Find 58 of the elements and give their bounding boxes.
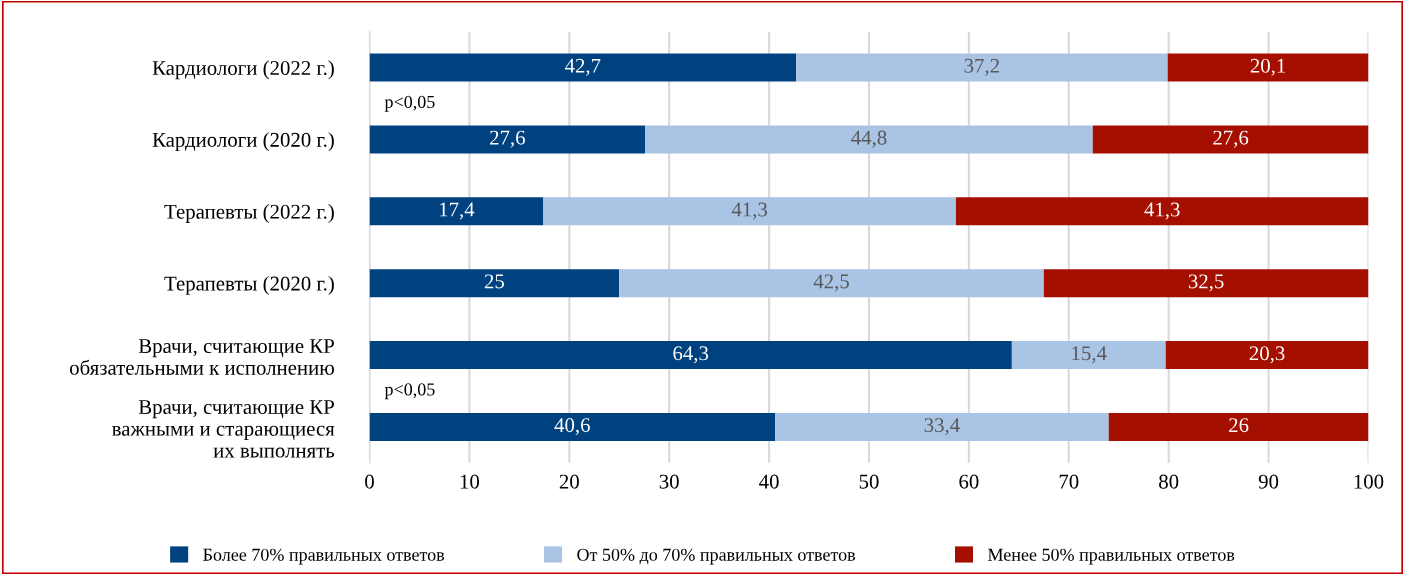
data-label: 41,3 — [1144, 202, 1180, 220]
bar — [1092, 125, 1369, 154]
annotation: p<0,05 — [384, 95, 435, 112]
bar — [1167, 53, 1369, 82]
data-label: 25 — [484, 274, 504, 289]
bar — [369, 197, 544, 226]
legend-label: Более 70% правильных ответов — [203, 548, 445, 565]
data-label: 17,4 — [440, 202, 475, 220]
data-label: 44,8 — [851, 130, 887, 148]
data-label: 26 — [1229, 418, 1249, 433]
x-tick-label: 80 — [1159, 474, 1179, 489]
bar — [955, 197, 1369, 226]
bar — [775, 412, 1109, 441]
bar — [645, 125, 1093, 154]
data-label: 27,6 — [490, 130, 525, 148]
bar — [369, 341, 1012, 370]
data-label: 32,5 — [1188, 274, 1224, 292]
x-tick-label: 70 — [1059, 474, 1079, 489]
bar — [369, 269, 620, 298]
x-tick-label: 50 — [859, 474, 879, 489]
x-tick-label: 60 — [959, 474, 979, 489]
bar — [1011, 341, 1166, 370]
bar — [1165, 341, 1369, 370]
x-tick-label: 20 — [559, 474, 579, 489]
bar — [619, 269, 1044, 298]
bar — [369, 53, 797, 82]
y-tick-label: Терапевты (2022 г.) — [164, 204, 334, 223]
y-tick-label: Кардиологи (2020 г.) — [152, 132, 334, 152]
x-tick-label: 40 — [759, 474, 779, 489]
data-label: 37,2 — [964, 58, 999, 76]
data-label: 20,1 — [1250, 58, 1286, 76]
data-label: 42,5 — [813, 274, 849, 292]
data-label: 33,4 — [924, 418, 960, 436]
bar — [1043, 269, 1369, 298]
x-tick-label: 30 — [659, 474, 679, 489]
x-tick-label: 100 — [1354, 474, 1384, 489]
data-label: 40,6 — [554, 418, 590, 436]
x-tick-label: 10 — [460, 474, 480, 489]
data-label: 42,7 — [564, 58, 601, 76]
y-tick-label: Врачи, считающие КР важными и старающиеся их выполнять — [112, 400, 335, 458]
bar — [369, 412, 776, 441]
legend-label: Менее 50% правильных ответов — [987, 548, 1235, 565]
legend-label: От 50% до 70% правильных ответов — [577, 548, 856, 565]
bar — [1108, 412, 1369, 441]
bar — [796, 53, 1168, 82]
annotation: p<0,05 — [384, 383, 435, 400]
bar — [543, 197, 956, 226]
x-tick-label: 90 — [1258, 474, 1279, 489]
data-label: 64,3 — [673, 346, 709, 364]
x-tick-label: 0 — [365, 474, 374, 489]
bar — [369, 125, 646, 154]
y-tick-label: Терапевты (2020 г.) — [164, 275, 334, 295]
y-tick-label: Кардиологи (2022 г.) — [152, 60, 334, 80]
data-label: 15,4 — [1072, 346, 1107, 364]
data-label: 41,3 — [731, 202, 768, 220]
y-tick-label: Врачи, считающие КР обязательными к исполнению — [69, 339, 334, 375]
data-label: 27,6 — [1213, 130, 1249, 148]
data-label: 20,3 — [1249, 346, 1285, 364]
